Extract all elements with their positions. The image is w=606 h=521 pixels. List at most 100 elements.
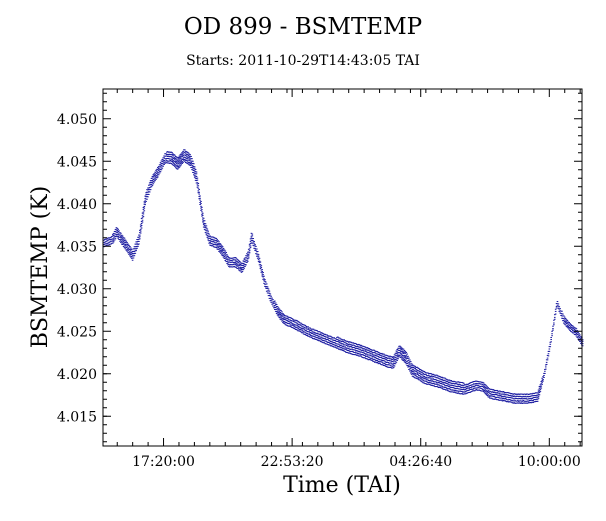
data-point <box>124 245 127 247</box>
data-point <box>169 156 172 158</box>
data-point <box>140 218 143 220</box>
data-point <box>432 385 435 387</box>
data-point <box>281 320 283 322</box>
data-point <box>528 395 531 397</box>
data-point <box>289 325 291 327</box>
data-point <box>166 151 168 153</box>
data-point <box>374 350 377 352</box>
data-point <box>197 185 200 187</box>
data-point <box>209 244 211 246</box>
data-point <box>119 232 121 234</box>
data-point <box>112 242 114 244</box>
data-point <box>393 360 396 362</box>
data-point <box>567 323 570 325</box>
data-point <box>238 265 241 267</box>
data-point <box>444 382 446 384</box>
data-point <box>301 326 304 328</box>
data-point <box>202 214 204 216</box>
data-point <box>255 248 257 250</box>
data-point <box>121 241 123 243</box>
data-point <box>415 375 417 377</box>
data-point <box>498 397 500 399</box>
data-point <box>539 390 542 392</box>
data-point <box>542 376 544 378</box>
data-point <box>523 393 525 395</box>
data-point <box>349 341 352 343</box>
data-point <box>132 255 135 257</box>
data-point <box>330 336 333 338</box>
data-point <box>506 399 508 401</box>
data-point <box>553 319 555 321</box>
data-point <box>354 342 356 344</box>
data-point <box>409 361 411 363</box>
data-point <box>558 306 561 308</box>
data-point <box>566 324 569 326</box>
data-point <box>482 382 485 384</box>
data-point <box>472 386 474 388</box>
data-point <box>419 376 422 378</box>
data-point <box>499 399 502 401</box>
data-point <box>549 343 552 345</box>
data-point <box>320 341 323 343</box>
data-point <box>144 200 147 202</box>
data-point <box>300 322 302 324</box>
data-point <box>365 358 368 360</box>
data-point <box>436 379 438 381</box>
data-point <box>315 336 318 338</box>
data-point <box>520 400 523 402</box>
data-point <box>173 163 175 165</box>
x-tick-label: 22:53:20 <box>261 454 324 470</box>
data-point <box>149 186 152 188</box>
data-point <box>446 390 449 392</box>
data-point <box>366 358 369 360</box>
data-point <box>427 372 429 374</box>
data-point <box>388 366 390 368</box>
data-point <box>193 170 196 172</box>
data-point <box>377 363 380 365</box>
data-point <box>485 392 488 394</box>
data-point <box>357 352 360 354</box>
data-point <box>347 349 350 351</box>
data-point <box>265 287 267 289</box>
data-point <box>179 156 182 158</box>
data-point <box>441 381 444 383</box>
data-point <box>406 356 408 358</box>
data-point <box>147 189 149 191</box>
data-point <box>398 355 400 357</box>
data-point <box>496 399 498 401</box>
data-point <box>176 157 179 159</box>
data-point <box>337 348 340 350</box>
data-point <box>108 237 110 239</box>
data-point <box>566 319 569 321</box>
data-point <box>157 169 160 171</box>
data-point <box>177 165 180 167</box>
data-point <box>166 154 168 156</box>
data-point <box>337 346 339 348</box>
data-point <box>317 337 319 339</box>
data-point <box>418 379 421 381</box>
data-point <box>550 339 552 341</box>
data-point <box>319 333 322 335</box>
data-point <box>494 398 497 400</box>
data-point <box>449 384 452 386</box>
data-point <box>359 353 362 355</box>
data-point <box>337 340 339 342</box>
data-point <box>337 337 340 339</box>
data-point <box>185 158 188 160</box>
data-point <box>176 164 179 166</box>
data-point <box>421 372 424 374</box>
data-point <box>410 367 413 369</box>
data-point <box>283 318 285 320</box>
data-point <box>250 237 253 239</box>
data-point <box>163 160 165 162</box>
data-point <box>145 196 147 198</box>
data-point <box>392 360 395 362</box>
data-point <box>404 360 407 362</box>
data-point <box>199 195 201 197</box>
data-point <box>424 378 426 380</box>
data-point <box>532 397 534 399</box>
data-point <box>197 187 200 189</box>
data-point <box>347 341 350 343</box>
data-point <box>563 323 566 325</box>
data-point <box>541 383 543 385</box>
